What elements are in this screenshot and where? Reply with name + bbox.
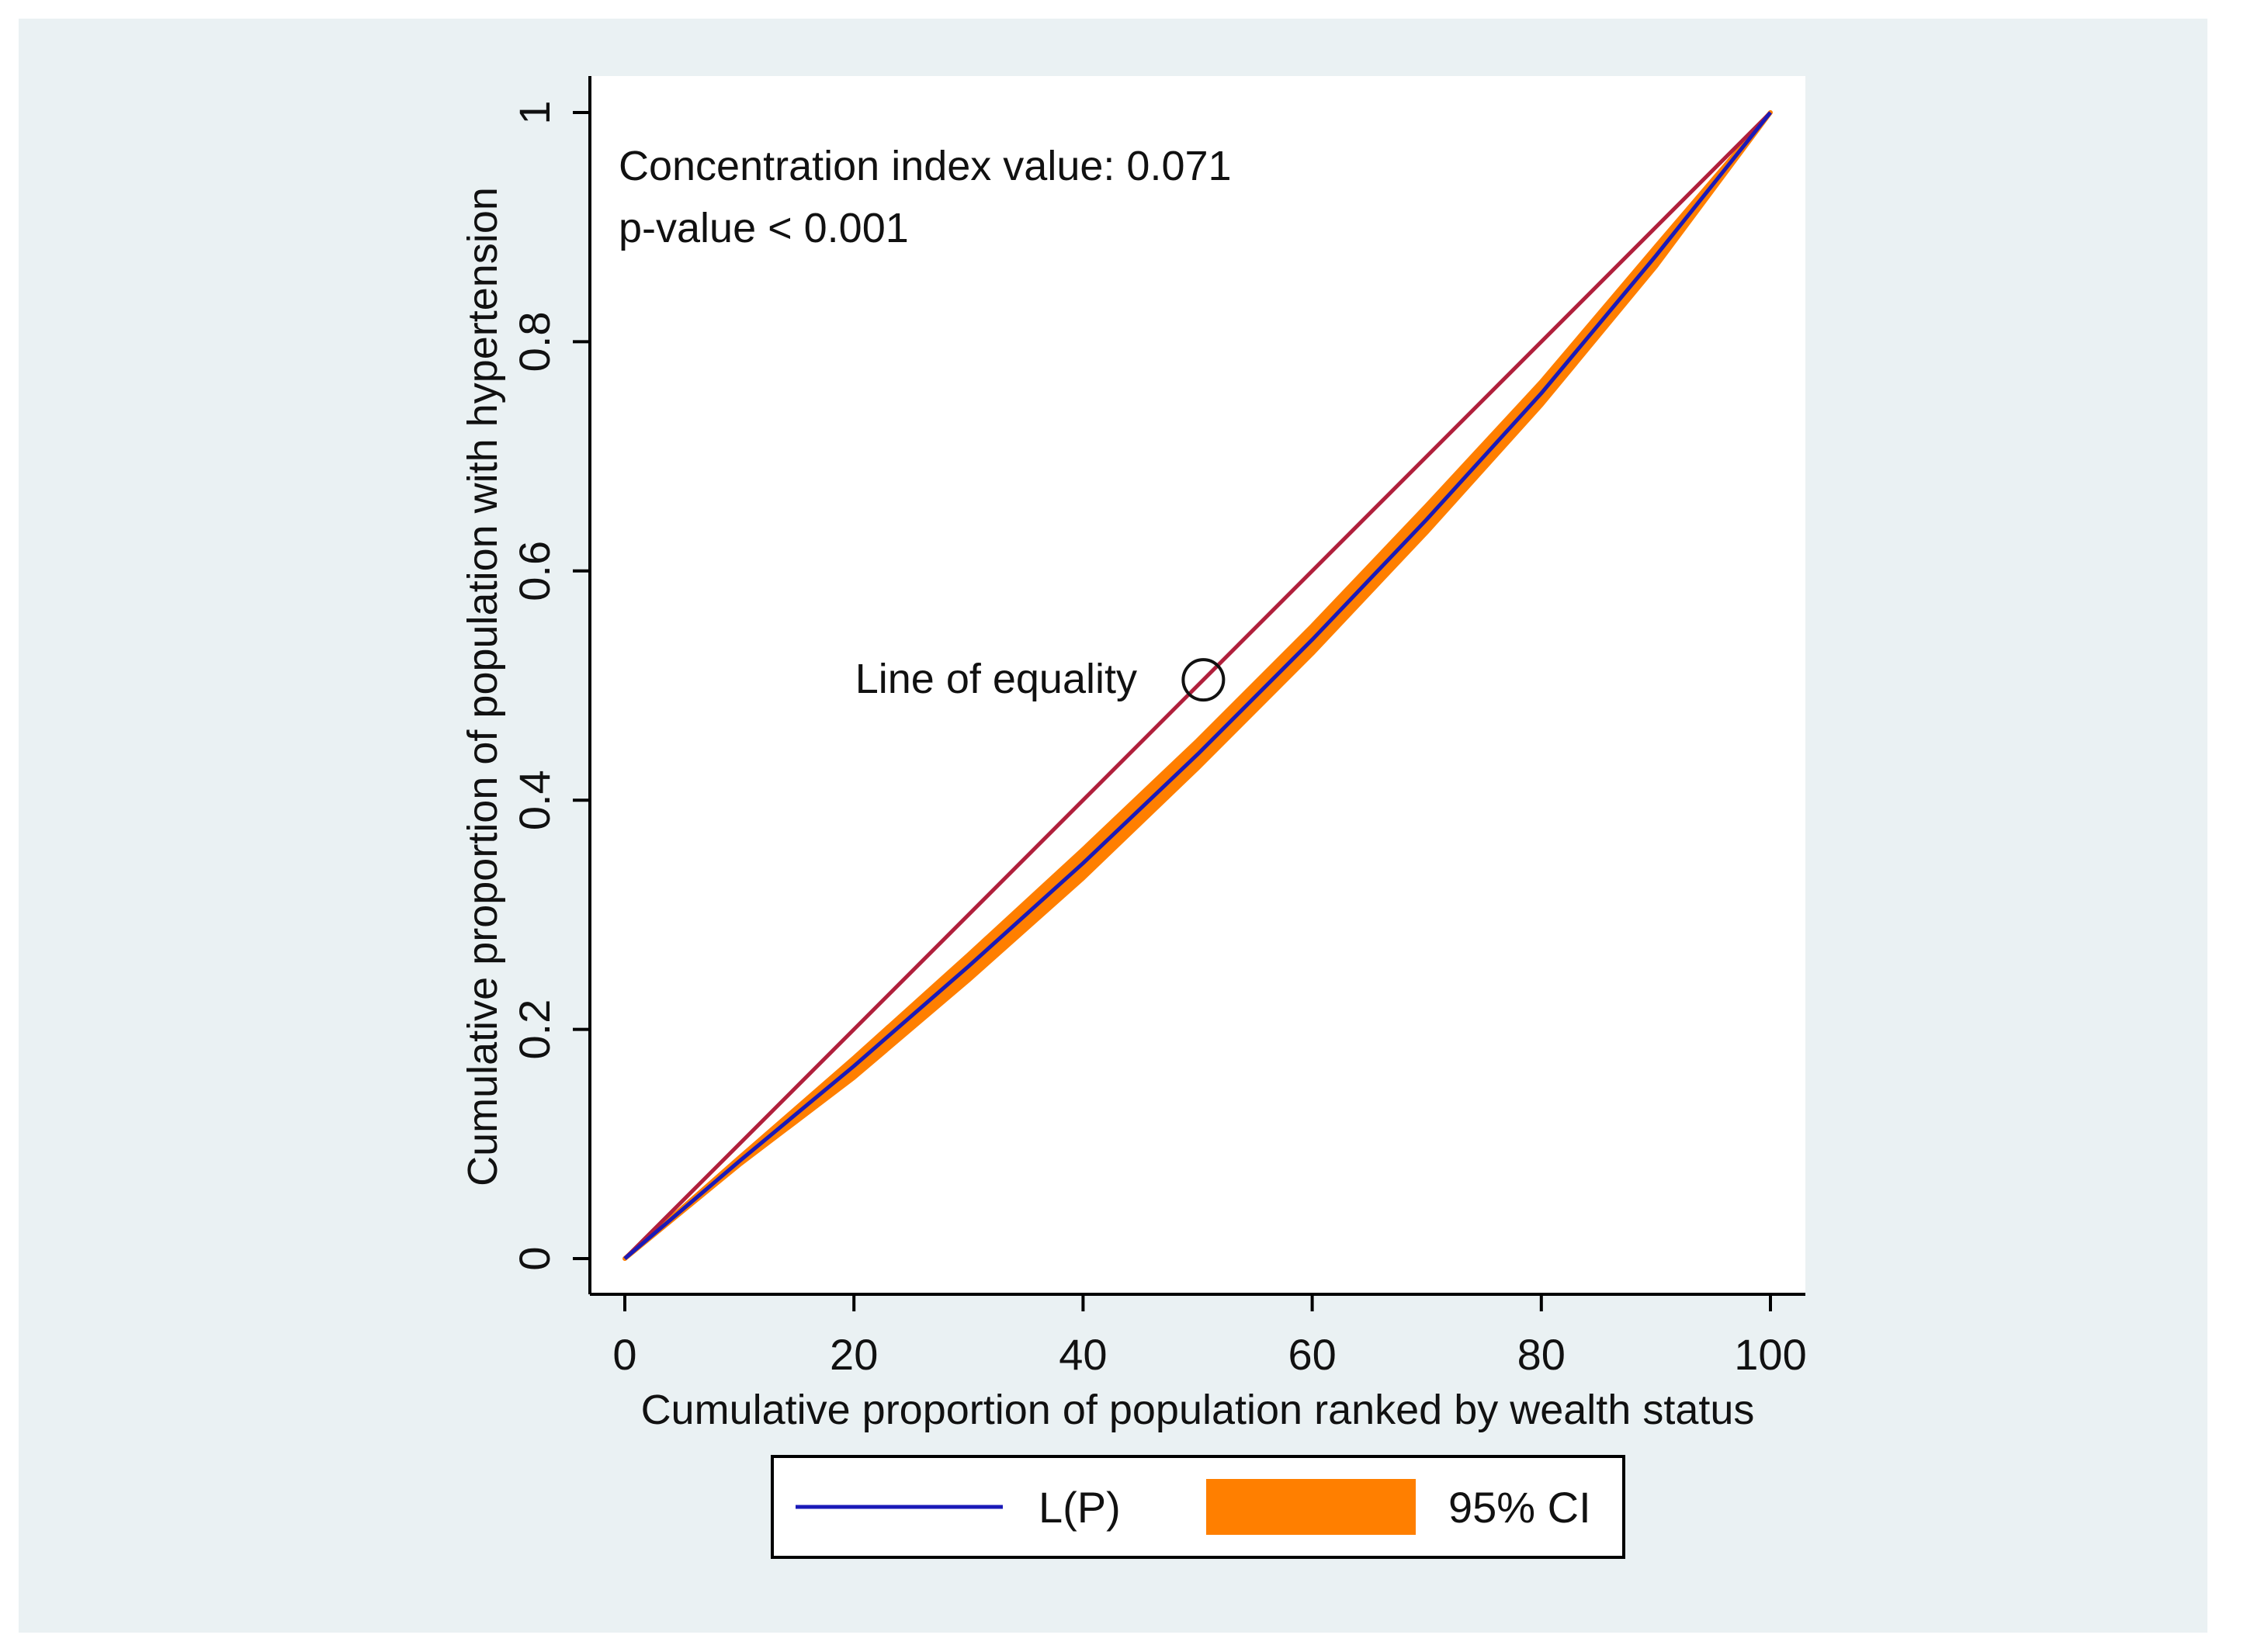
y-tick-label: 0.2 xyxy=(510,999,559,1060)
y-tick-label: 1 xyxy=(510,100,559,124)
concentration-index-annotation: Concentration index value: 0.071 xyxy=(619,143,1232,189)
x-tick-label: 20 xyxy=(830,1330,878,1379)
y-axis-title: Cumulative proportion of population with… xyxy=(459,187,506,1186)
x-axis-title: Cumulative proportion of population rank… xyxy=(641,1387,1755,1433)
y-tick-label: 0.8 xyxy=(510,311,559,372)
x-tick-label: 40 xyxy=(1059,1330,1107,1379)
legend-lp-label: L(P) xyxy=(1039,1483,1121,1532)
y-tick-label: 0 xyxy=(510,1246,559,1270)
x-tick-label: 80 xyxy=(1517,1330,1566,1379)
x-tick-label: 60 xyxy=(1288,1330,1336,1379)
line-of-equality-label: Line of equality xyxy=(855,656,1137,702)
legend: L(P) 95% CI xyxy=(771,1455,1625,1559)
x-tick-label: 100 xyxy=(1734,1330,1806,1379)
y-tick-label: 0.6 xyxy=(510,541,559,601)
x-tick-label: 0 xyxy=(612,1330,636,1379)
line-of-equality-marker xyxy=(1181,658,1226,702)
y-tick-label: 0.4 xyxy=(510,770,559,830)
legend-ci-swatch xyxy=(1206,1479,1416,1535)
x-ticks: 0 20 40 60 80 100 xyxy=(612,1294,1807,1379)
legend-ci-label: 95% CI xyxy=(1448,1483,1591,1532)
y-ticks: 0 0.2 0.4 0.6 0.8 1 xyxy=(510,100,590,1271)
series-lines-group xyxy=(623,111,1772,1260)
lp-curve-line xyxy=(623,111,1772,1260)
equality-line xyxy=(623,111,1772,1260)
p-value-annotation: p-value < 0.001 xyxy=(619,205,909,251)
grid-lines xyxy=(590,76,1805,1294)
